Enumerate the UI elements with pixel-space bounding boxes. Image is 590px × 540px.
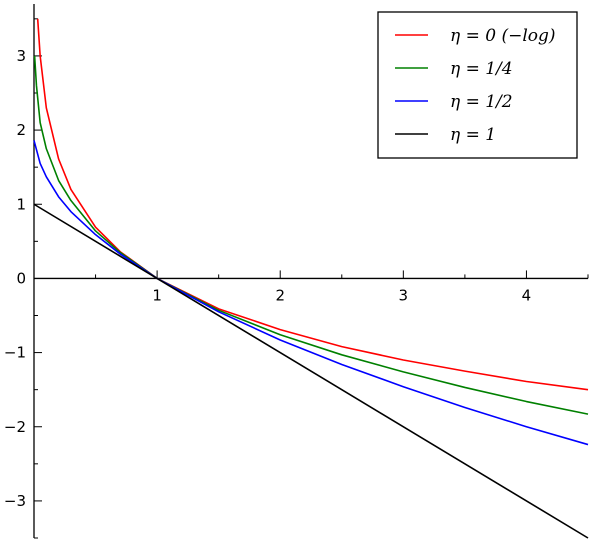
series-line-3	[33, 203, 589, 539]
y-tick-label: 1	[16, 195, 26, 213]
y-tick-label: −1	[4, 344, 26, 362]
x-tick-label: 1	[152, 286, 162, 304]
x-tick-label: 3	[399, 286, 409, 304]
y-tick-label: 3	[16, 47, 26, 65]
y-tick-label: 0	[16, 269, 26, 287]
x-tick-label: 4	[522, 286, 532, 304]
legend-label-0: η = 0 (−log)	[450, 26, 556, 46]
series-line-2	[33, 140, 589, 446]
series-layer	[33, 18, 589, 539]
y-tick-label: −3	[4, 492, 26, 510]
legend-label-3: η = 1	[450, 125, 496, 145]
legend-label-2: η = 1/2	[450, 92, 513, 112]
x-tick-label: 2	[275, 286, 285, 304]
y-tick-label: 2	[16, 121, 26, 139]
y-tick-label: −2	[4, 418, 26, 436]
legend-label-1: η = 1/4	[450, 59, 513, 79]
legend: η = 0 (−log) η = 1/4 η = 1/2 η = 1	[377, 11, 578, 159]
